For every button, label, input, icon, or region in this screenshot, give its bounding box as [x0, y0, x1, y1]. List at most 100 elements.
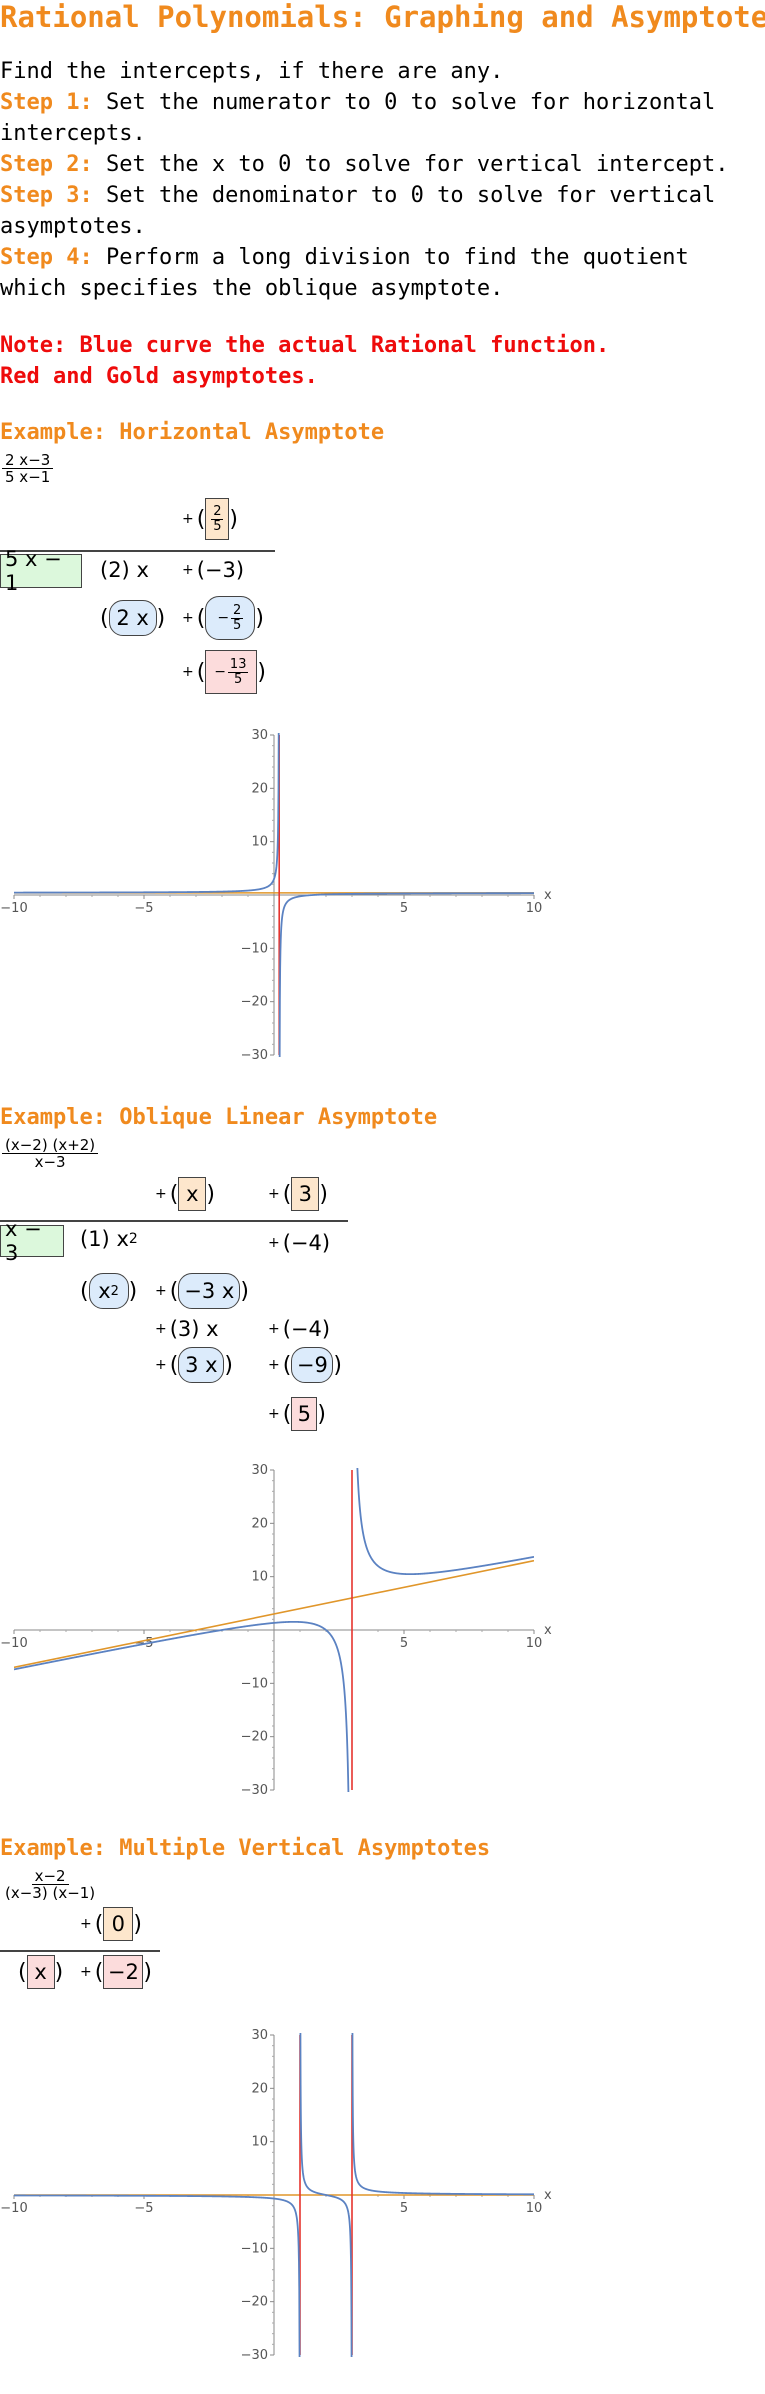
const-den: 5: [233, 617, 242, 633]
quotient-term-2: +(3): [268, 1177, 328, 1211]
quotient-box: 3: [291, 1177, 320, 1211]
subtract-2-const: +(−9): [268, 1347, 342, 1383]
const-num: 2: [231, 602, 244, 619]
term-var: x: [98, 1279, 111, 1303]
dividend-const: + (−4): [268, 1231, 330, 1255]
plus-sign: +: [80, 1916, 92, 1932]
subtract-box: −3 x: [178, 1273, 241, 1309]
y-tick-label: 10: [251, 2135, 268, 2150]
example-1-heading: Example: Horizontal Asymptote: [0, 420, 385, 445]
step-text: Perform a long division to find the quot…: [0, 245, 689, 301]
y-tick-label: −20: [241, 1730, 268, 1745]
plus-sign: +: [268, 1321, 280, 1337]
y-tick-label: −30: [241, 1783, 268, 1798]
lead-exp: 2: [128, 1231, 138, 1247]
fraction-denominator: 5 x−1: [5, 468, 51, 486]
y-tick-label: 20: [251, 2081, 268, 2096]
step-text: Set the denominator to 0 to solve for ve…: [0, 183, 716, 239]
remainder-den: 5: [234, 671, 243, 687]
neg-sign: −: [217, 610, 230, 626]
y-tick-label: 30: [251, 728, 268, 743]
example-2-fraction: (x−2) (x+2) x−3: [2, 1137, 99, 1171]
y-tick-label: −10: [241, 2241, 268, 2256]
step-label: Step 1:: [0, 90, 93, 115]
quotient-num: 2: [211, 503, 224, 520]
plus-sign: +: [155, 1283, 167, 1299]
y-tick-label: 30: [251, 1463, 268, 1478]
row-var: x: [206, 1317, 219, 1341]
subtract-box: −9: [291, 1347, 334, 1383]
plus-sign: +: [182, 511, 194, 527]
plus-sign: +: [155, 1321, 167, 1337]
y-tick-label: 30: [251, 2028, 268, 2043]
step-2: Step 2: Set the x to 0 to solve for vert…: [0, 149, 760, 180]
lead-var: x: [136, 558, 149, 582]
function-curve: [278, 892, 534, 1057]
intro-text: Find the intercepts, if there are any.: [0, 59, 504, 84]
step-3: Step 3: Set the denominator to 0 to solv…: [0, 180, 760, 242]
row-const: (−4): [282, 1317, 331, 1341]
plus-sign: +: [182, 664, 194, 680]
remainder-box: 5: [291, 1397, 318, 1431]
function-curve: [14, 733, 280, 894]
y-tick-label: −30: [241, 2348, 268, 2363]
x-tick-label: 10: [526, 2201, 543, 2216]
x-axis-label: x: [544, 888, 552, 903]
fraction-numerator: 2 x−3: [2, 452, 54, 469]
lead-coef: (2): [100, 558, 130, 582]
term-exp: 2: [110, 1283, 119, 1299]
fraction-denominator: (x−3) (x−1): [5, 1884, 96, 1902]
step-text: Set the numerator to 0 to solve for hori…: [0, 90, 716, 146]
step-label: Step 4:: [0, 245, 93, 270]
const-value: (−3): [196, 558, 245, 582]
x-tick-label: 5: [400, 1636, 408, 1651]
x-tick-label: 10: [526, 901, 543, 916]
step-text: Set the x to 0 to solve for vertical int…: [92, 152, 729, 177]
note-section: Note: Blue curve the actual Rational fun…: [0, 330, 609, 392]
x-axis-label: x: [544, 1623, 552, 1638]
quotient-term: +(0): [80, 1907, 142, 1941]
row-2-term: + (3) x: [155, 1317, 219, 1341]
x-tick-label: −5: [134, 2201, 153, 2216]
plus-sign: +: [182, 610, 194, 626]
y-tick-label: −10: [241, 1676, 268, 1691]
x-tick-label: −10: [0, 1636, 27, 1651]
remainder-term: +( − 13 5 ): [182, 650, 266, 694]
quotient-box: x: [178, 1177, 207, 1211]
divisor-term: (x): [18, 1955, 63, 1989]
function-curve: [299, 2033, 353, 2357]
fraction-denominator: x−3: [34, 1153, 66, 1171]
y-tick-label: −20: [241, 995, 268, 1010]
const-value: (−4): [282, 1231, 331, 1255]
fraction-numerator: (x−2) (x+2): [2, 1137, 99, 1154]
remainder-box: − 13 5: [205, 650, 258, 694]
remainder-num: 13: [227, 656, 249, 673]
division-bar: [0, 550, 275, 552]
plus-sign: +: [155, 1186, 167, 1202]
dividend-lead: (2) x: [100, 558, 149, 582]
function-curve: [351, 2033, 534, 2196]
function-curve: [356, 1468, 534, 1576]
divisor-box: x − 3: [0, 1217, 64, 1265]
page-title: Rational Polynomials: Graphing and Asymp…: [0, 0, 765, 34]
x-axis-label: x: [544, 2188, 552, 2203]
x-tick-label: −10: [0, 901, 27, 916]
quotient-box: 0: [103, 1907, 134, 1941]
row-coef: (3): [169, 1317, 200, 1341]
y-tick-label: 10: [251, 835, 268, 850]
plus-sign: +: [268, 1235, 280, 1251]
lead-coef: (1): [80, 1227, 110, 1251]
example-3-long-division: +(0) (x) +(−2): [0, 1905, 200, 2015]
y-tick-label: 20: [251, 1516, 268, 1531]
x-tick-label: 5: [400, 2201, 408, 2216]
fraction-numerator: x−2: [31, 1868, 69, 1885]
step-label: Step 2:: [0, 152, 93, 177]
y-tick-label: 10: [251, 1570, 268, 1585]
y-tick-label: −10: [241, 941, 268, 956]
